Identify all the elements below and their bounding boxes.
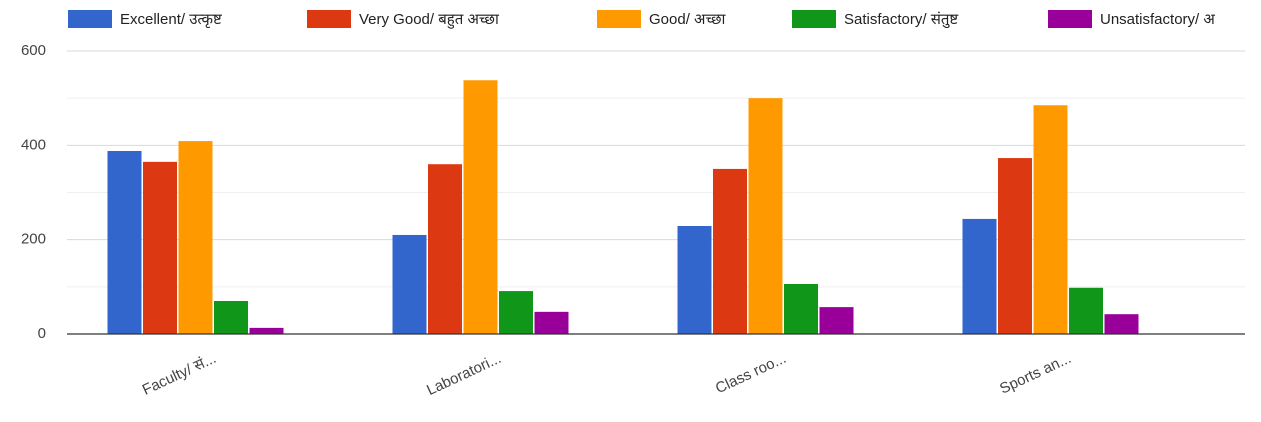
bar (1104, 314, 1139, 334)
bar (998, 158, 1032, 334)
legend-label: Unsatisfactory/ अ (1100, 11, 1215, 28)
y-tick-label: 0 (38, 325, 46, 342)
bar (1033, 105, 1068, 334)
legend-label: Good/ अच्छा (649, 11, 727, 28)
bar (784, 284, 818, 334)
x-tick-label: Laboratori... (424, 350, 504, 399)
legend-swatch (1048, 10, 1092, 28)
bar (392, 234, 427, 334)
bar (748, 98, 783, 335)
bar (143, 161, 177, 334)
y-tick-label: 600 (21, 42, 46, 59)
legend-label: Satisfactory/ संतुष्ट (844, 11, 958, 29)
y-tick-label: 200 (21, 231, 46, 248)
legend-swatch (597, 10, 641, 28)
bar (713, 168, 747, 334)
bar (249, 327, 284, 334)
legend-swatch (68, 10, 112, 28)
bar (499, 291, 533, 334)
bar (534, 311, 569, 334)
legend-swatch (307, 10, 351, 28)
y-tick-label: 400 (21, 136, 46, 153)
bar (463, 80, 498, 334)
legend-label: Excellent/ उत्कृष्ट (120, 11, 222, 29)
bar (107, 150, 142, 334)
bar (178, 141, 213, 334)
x-tick-label: Sports an... (997, 350, 1074, 398)
x-tick-label: Faculty/ सं... (140, 350, 219, 399)
x-tick-label: Class roo... (713, 350, 789, 397)
bar (428, 164, 462, 334)
legend-swatch (792, 10, 836, 28)
legend-label: Very Good/ बहुत अच्छा (359, 11, 500, 29)
bar (819, 307, 854, 334)
bar (214, 300, 248, 334)
bar (677, 225, 712, 334)
bar (962, 218, 997, 334)
bar (1069, 287, 1103, 334)
